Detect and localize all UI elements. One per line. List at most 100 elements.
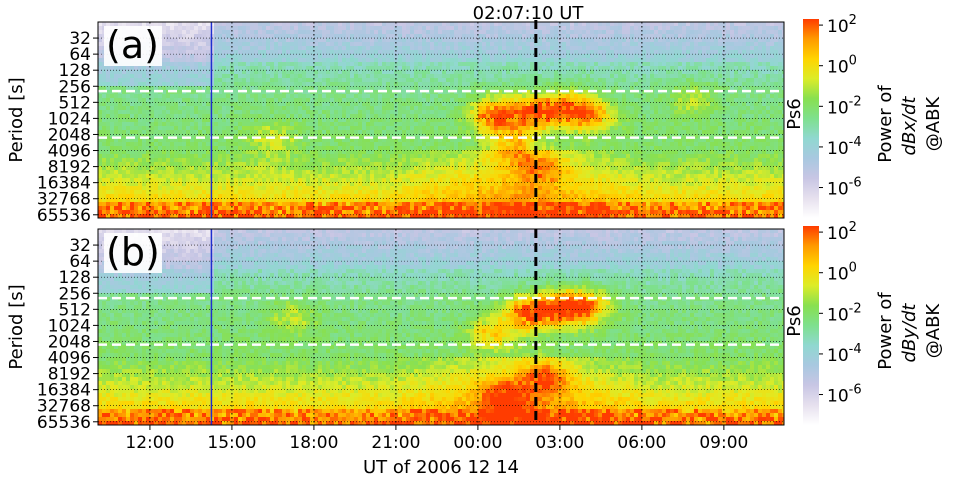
heatmap-cell (626, 90, 631, 95)
heatmap-cell (558, 54, 563, 59)
heatmap-cell (438, 38, 443, 43)
heatmap-cell (206, 126, 211, 131)
heatmap-cell (186, 122, 191, 127)
heatmap-cell (674, 42, 679, 47)
heatmap-cell (218, 74, 223, 79)
heatmap-cell (122, 22, 127, 27)
heatmap-cell (666, 98, 671, 103)
heatmap-cell (142, 114, 147, 119)
heatmap-cell (730, 130, 735, 135)
heatmap-cell (246, 110, 251, 115)
heatmap-cell (162, 98, 167, 103)
heatmap-cell (454, 94, 459, 99)
heatmap-cell (546, 74, 551, 79)
heatmap-cell (278, 50, 283, 55)
heatmap-cell (502, 42, 507, 47)
heatmap-cell (698, 54, 703, 59)
heatmap-cell (758, 38, 763, 43)
heatmap-cell (522, 74, 527, 79)
heatmap-cell (310, 98, 315, 103)
heatmap-cell (258, 34, 263, 39)
heatmap-cell (262, 74, 267, 79)
heatmap-cell (302, 66, 307, 71)
heatmap-cell (338, 118, 343, 123)
heatmap-cell (650, 134, 655, 139)
heatmap-cell (550, 38, 555, 43)
heatmap-cell (270, 66, 275, 71)
heatmap-cell (590, 98, 595, 103)
heatmap-cell (182, 110, 187, 115)
heatmap-cell (582, 66, 587, 71)
heatmap-cell (286, 82, 291, 87)
heatmap-cell (450, 110, 455, 115)
heatmap-cell (490, 102, 495, 107)
heatmap-cell (586, 62, 591, 67)
heatmap-cell (326, 118, 331, 123)
heatmap-cell (574, 122, 579, 127)
heatmap-cell (694, 90, 699, 95)
heatmap-cell (182, 106, 187, 111)
heatmap-cell (426, 66, 431, 71)
heatmap-cell (354, 130, 359, 135)
heatmap-cell (694, 22, 699, 27)
heatmap-cell (398, 22, 403, 27)
heatmap-cell (486, 62, 491, 67)
heatmap-cell (310, 82, 315, 87)
heatmap-cell (730, 126, 735, 131)
heatmap-cell (226, 50, 231, 55)
heatmap-cell (738, 46, 743, 51)
heatmap-cell (306, 78, 311, 83)
heatmap-cell (238, 82, 243, 87)
heatmap-cell (190, 90, 195, 95)
heatmap-cell (334, 82, 339, 87)
heatmap-cell (198, 26, 203, 31)
heatmap-cell (154, 74, 159, 79)
heatmap-cell (462, 114, 467, 119)
heatmap-cell (566, 38, 571, 43)
heatmap-cell (566, 62, 571, 67)
heatmap-cell (666, 46, 671, 51)
heatmap-cell (150, 74, 155, 79)
heatmap-cell (242, 102, 247, 107)
heatmap-cell (386, 38, 391, 43)
heatmap-cell (694, 66, 699, 71)
heatmap-cell (466, 102, 471, 107)
heatmap-cell (138, 122, 143, 127)
heatmap-cell (654, 54, 659, 59)
heatmap-cell (242, 86, 247, 91)
heatmap-cell (110, 106, 115, 111)
heatmap-cell (486, 78, 491, 83)
heatmap-cell (258, 110, 263, 115)
heatmap-cell (766, 66, 771, 71)
heatmap-cell (318, 86, 323, 91)
heatmap-cell (358, 122, 363, 127)
heatmap-cell (590, 122, 595, 127)
heatmap-cell (566, 102, 571, 107)
heatmap-cell (766, 30, 771, 35)
heatmap-cell (434, 38, 439, 43)
heatmap-cell (638, 126, 643, 131)
heatmap-cell (670, 78, 675, 83)
heatmap-cell (278, 122, 283, 127)
heatmap-cell (770, 98, 775, 103)
heatmap-cell (310, 86, 315, 91)
heatmap-cell (154, 114, 159, 119)
heatmap-cell (374, 46, 379, 51)
heatmap-cell (634, 30, 639, 35)
heatmap-cell (618, 66, 623, 71)
heatmap-cell (554, 102, 559, 107)
heatmap-cell (566, 70, 571, 75)
heatmap-cell (394, 86, 399, 91)
heatmap-cell (586, 86, 591, 91)
heatmap-cell (686, 34, 691, 39)
heatmap-cell (498, 98, 503, 103)
heatmap-cell (386, 106, 391, 111)
heatmap-cell (550, 34, 555, 39)
heatmap-cell (442, 102, 447, 107)
heatmap-cell (326, 78, 331, 83)
heatmap-cell (202, 30, 207, 35)
heatmap-cell (598, 94, 603, 99)
heatmap-cell (426, 94, 431, 99)
heatmap-cell (162, 42, 167, 47)
heatmap-cell (558, 26, 563, 31)
